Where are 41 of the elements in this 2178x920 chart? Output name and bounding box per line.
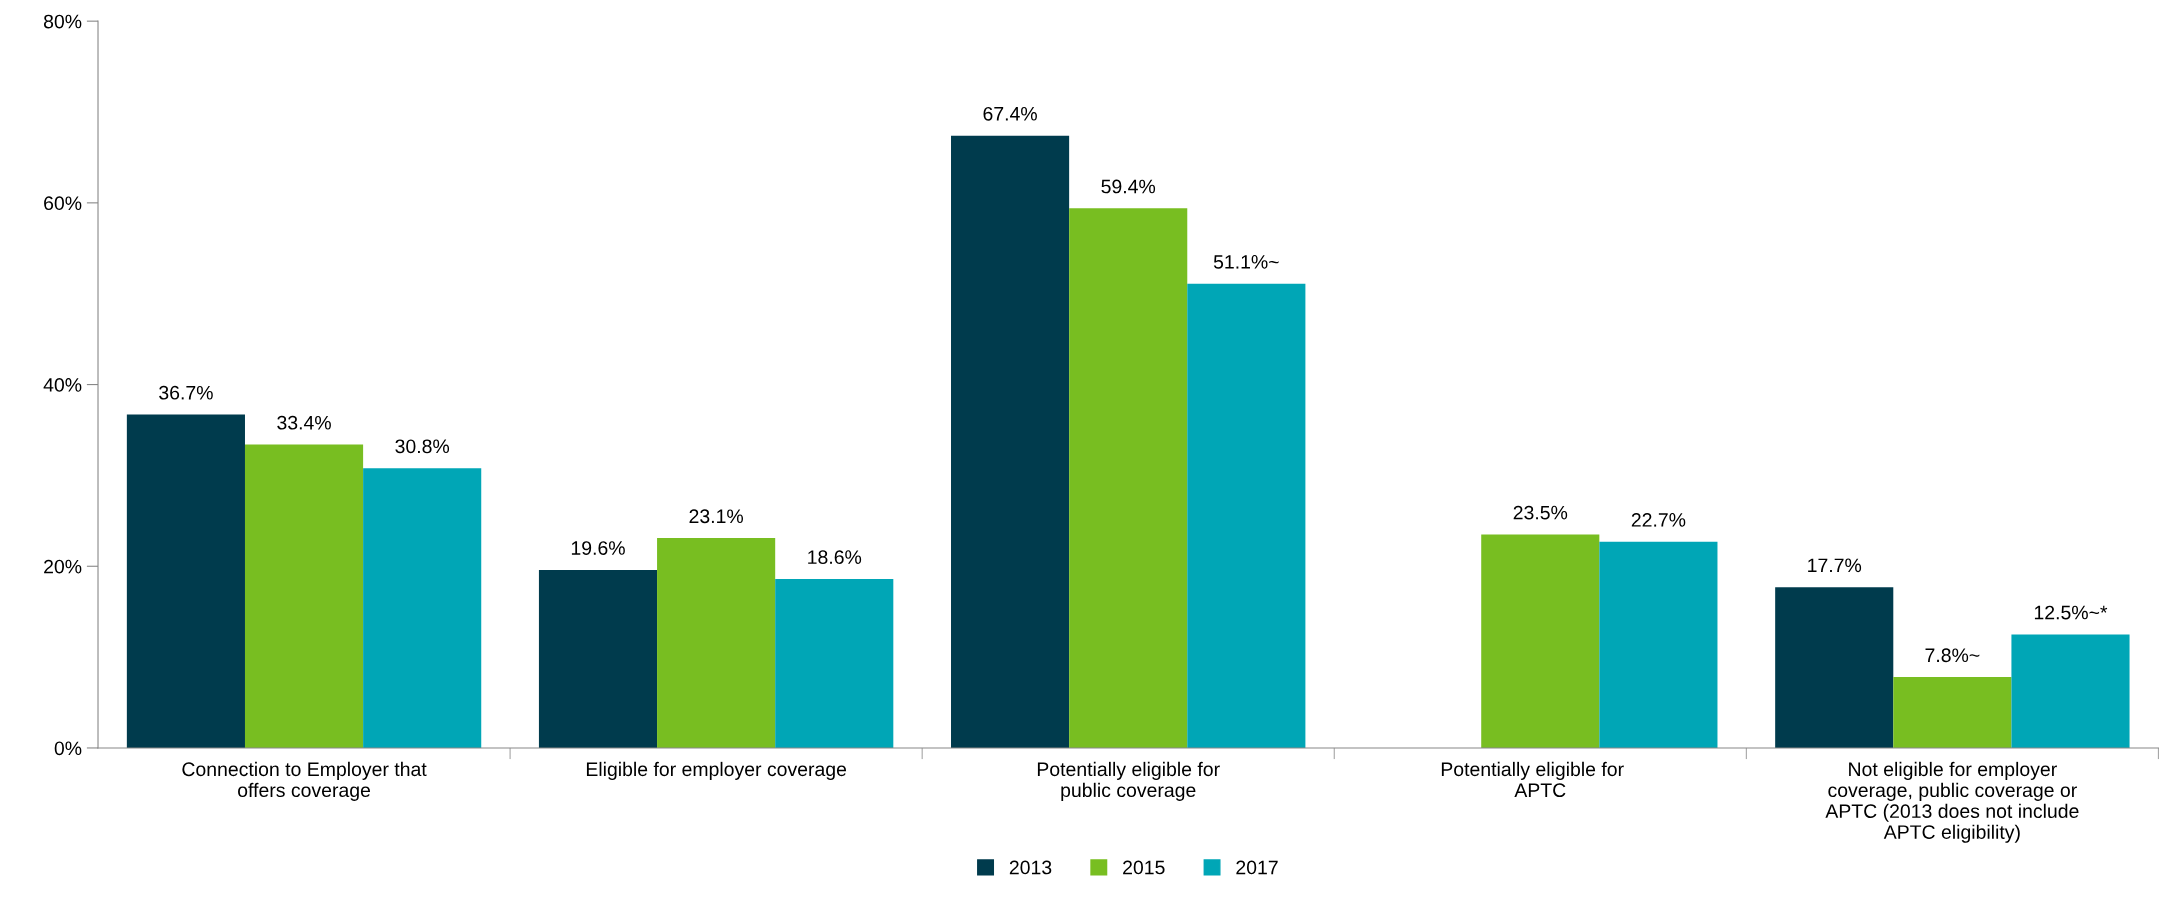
x-tick-label: Not eligible for employer coverage, public coverage or APTC (2013 does not include APTC eligibility) bbox=[1825, 761, 2079, 843]
y-tick-label: 80% bbox=[43, 14, 82, 29]
bar bbox=[1599, 541, 1718, 748]
bar bbox=[657, 538, 776, 748]
x-tick-label: Potentially eligible for public coverage bbox=[1037, 761, 1220, 801]
bar bbox=[1775, 587, 1894, 748]
data-label: 12.5%~* bbox=[2034, 605, 2108, 620]
data-label: 51.1%~ bbox=[1213, 255, 1279, 269]
bar bbox=[1893, 677, 2012, 748]
bar bbox=[244, 444, 364, 748]
data-label: 18.6% bbox=[808, 550, 862, 565]
bar bbox=[1069, 208, 1188, 748]
data-label: 33.4% bbox=[277, 415, 331, 430]
data-label: 22.7% bbox=[1631, 513, 1686, 527]
bar bbox=[126, 414, 245, 748]
x-tick-label: Connection to Employer that offers coverage bbox=[182, 761, 427, 801]
x-tick-label: Eligible for employer coverage bbox=[586, 761, 847, 780]
bar bbox=[2011, 634, 2130, 748]
data-label: 23.1% bbox=[689, 509, 743, 524]
bar bbox=[1187, 283, 1306, 748]
data-label: 23.5% bbox=[1513, 505, 1568, 520]
data-label: 67.4% bbox=[983, 106, 1037, 121]
bar bbox=[538, 569, 658, 748]
bar bbox=[363, 468, 482, 748]
data-label: 36.7% bbox=[159, 385, 213, 400]
data-label: 59.4% bbox=[1101, 179, 1156, 194]
data-label: 7.8%~ bbox=[1925, 648, 1980, 663]
y-tick-label: 40% bbox=[43, 378, 82, 392]
legend-label: 2017 bbox=[1236, 860, 1278, 875]
legend-label: 2013 bbox=[1009, 860, 1052, 875]
bar bbox=[775, 578, 894, 748]
y-tick-label: 0% bbox=[54, 741, 82, 756]
y-tick-label: 60% bbox=[44, 196, 82, 211]
legend-label: 2015 bbox=[1123, 860, 1165, 875]
bar bbox=[1481, 534, 1600, 748]
x-tick-label: Potentially eligible for APTC bbox=[1441, 761, 1624, 798]
data-label: 17.7% bbox=[1808, 558, 1862, 573]
data-label: 19.6% bbox=[571, 541, 625, 555]
data-label: 30.8% bbox=[395, 439, 450, 454]
y-tick-label: 20% bbox=[44, 559, 82, 574]
bar bbox=[951, 135, 1070, 748]
